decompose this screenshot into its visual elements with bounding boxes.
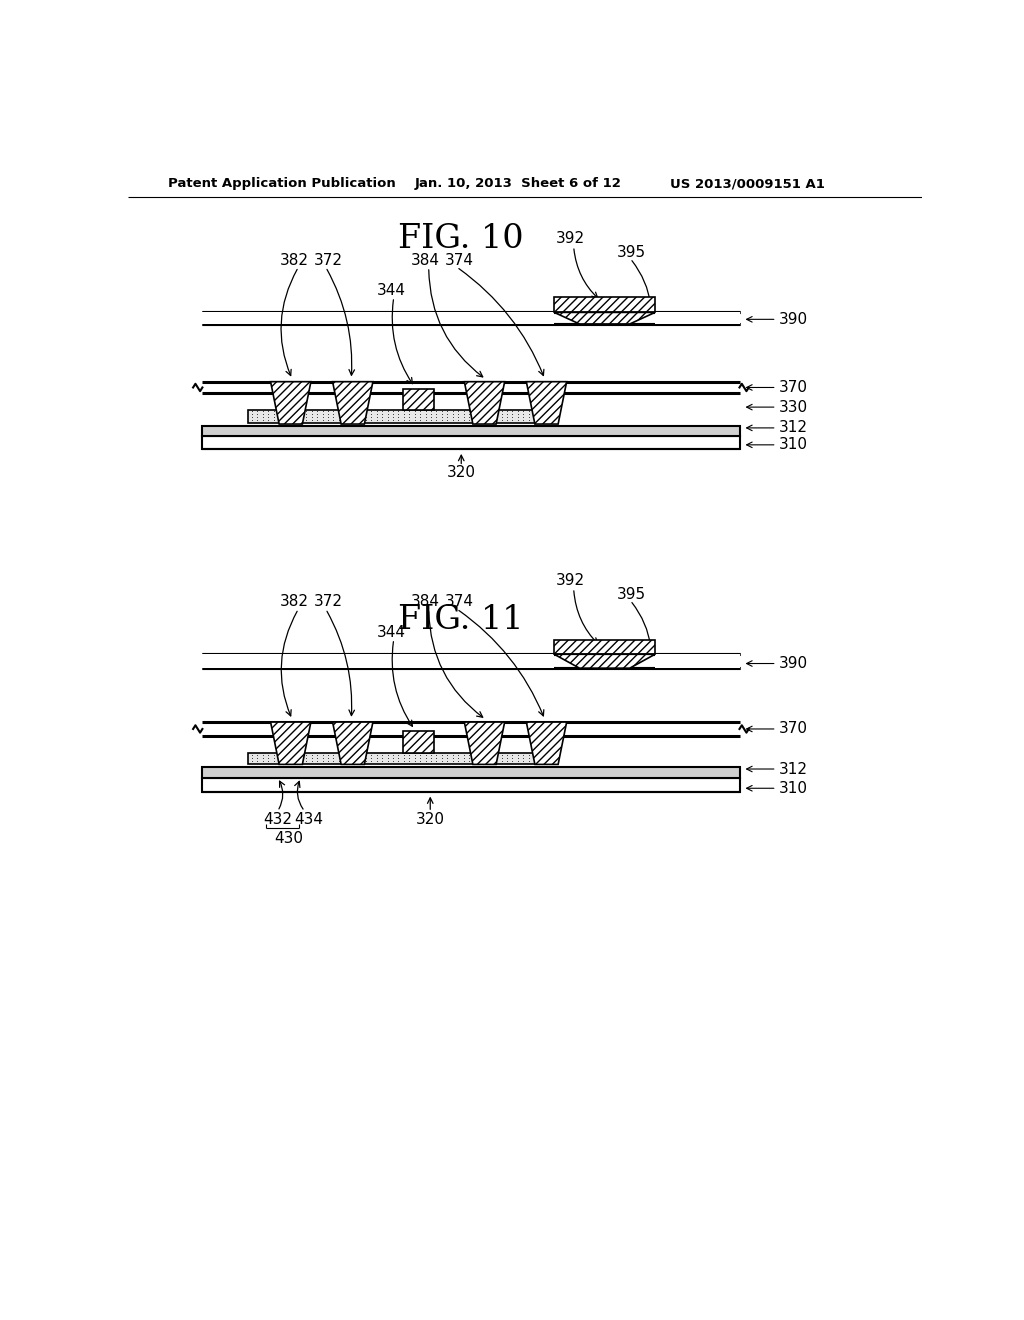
Text: 312: 312 [779, 762, 808, 776]
Text: 312: 312 [779, 420, 808, 436]
Text: 320: 320 [446, 465, 476, 480]
Text: 434: 434 [294, 812, 324, 826]
Text: 310: 310 [779, 437, 808, 453]
Text: Jan. 10, 2013  Sheet 6 of 12: Jan. 10, 2013 Sheet 6 of 12 [415, 177, 622, 190]
Polygon shape [464, 381, 505, 424]
Text: FIG. 11: FIG. 11 [398, 605, 524, 636]
Text: 384: 384 [411, 594, 439, 610]
Polygon shape [526, 381, 566, 424]
Text: 432: 432 [263, 812, 292, 826]
Text: 395: 395 [617, 586, 646, 602]
Polygon shape [270, 722, 311, 764]
Polygon shape [270, 381, 311, 424]
Bar [248, 411, 550, 422]
Polygon shape [333, 381, 373, 424]
Polygon shape [554, 313, 655, 323]
Text: FIG. 10: FIG. 10 [398, 223, 524, 255]
Text: 395: 395 [617, 244, 646, 260]
Text: 344: 344 [377, 284, 406, 298]
Bar [554, 640, 655, 655]
Bar [202, 655, 554, 668]
Text: 372: 372 [313, 594, 342, 610]
Bar [202, 425, 740, 436]
Polygon shape [333, 722, 373, 764]
Text: 330: 330 [779, 400, 808, 414]
Text: 370: 370 [779, 722, 808, 737]
Text: 392: 392 [556, 573, 585, 587]
Text: 430: 430 [274, 830, 304, 846]
Text: 374: 374 [444, 252, 473, 268]
Bar [403, 731, 434, 752]
Bar [202, 436, 740, 449]
Text: Patent Application Publication: Patent Application Publication [168, 177, 396, 190]
Text: 374: 374 [444, 594, 473, 610]
Bar [202, 767, 740, 779]
Text: 372: 372 [313, 252, 342, 268]
Bar [202, 313, 554, 323]
Text: 320: 320 [416, 812, 444, 826]
Bar [554, 297, 655, 313]
Text: 382: 382 [281, 594, 309, 610]
Text: 392: 392 [556, 231, 585, 246]
Text: 370: 370 [779, 380, 808, 395]
Text: 344: 344 [377, 626, 406, 640]
Text: 310: 310 [779, 780, 808, 796]
Polygon shape [464, 722, 505, 764]
Text: 390: 390 [779, 312, 808, 327]
Polygon shape [526, 722, 566, 764]
Text: 384: 384 [411, 252, 439, 268]
Bar [403, 388, 434, 411]
Text: 382: 382 [281, 252, 309, 268]
Text: 390: 390 [779, 656, 808, 671]
Polygon shape [554, 655, 655, 668]
Bar [248, 752, 550, 763]
Bar [655, 655, 740, 668]
Bar [655, 313, 740, 323]
Bar [202, 779, 740, 792]
Text: US 2013/0009151 A1: US 2013/0009151 A1 [671, 177, 825, 190]
